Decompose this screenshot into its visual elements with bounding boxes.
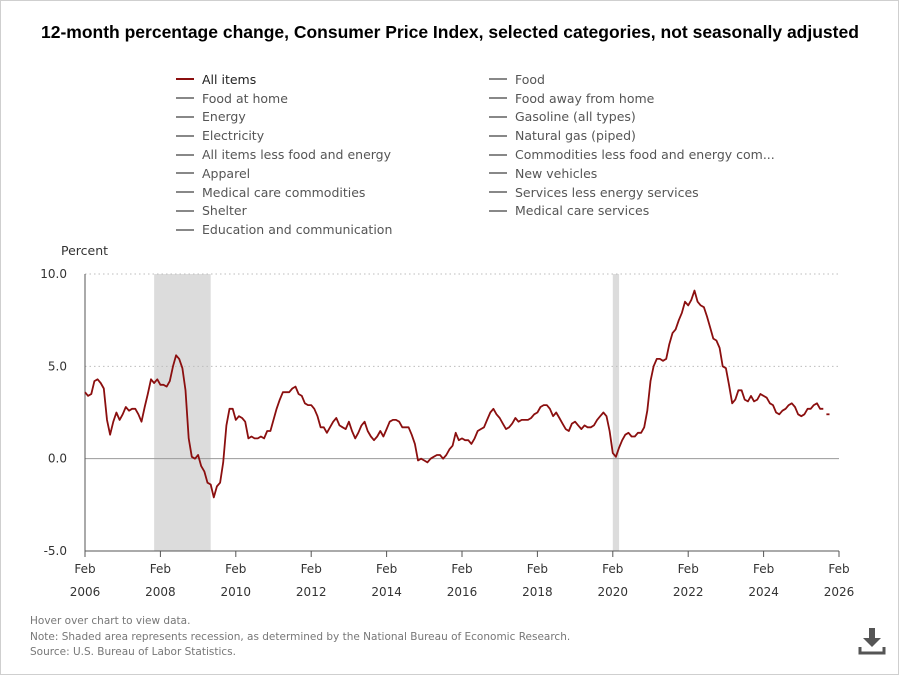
- x-tick-year: 2016: [447, 585, 478, 599]
- legend-item[interactable]: Electricity: [176, 126, 489, 145]
- hover-note: Hover over chart to view data.: [30, 615, 191, 627]
- y-tick-label: 10.0: [40, 267, 67, 281]
- recession-band: [154, 274, 211, 551]
- legend-swatch: [176, 78, 194, 81]
- x-tick-year: 2022: [673, 585, 704, 599]
- x-tick-month: Feb: [150, 562, 171, 576]
- legend-label: Commodities less food and energy com...: [515, 147, 775, 163]
- x-tick-year: 2020: [598, 585, 629, 599]
- legend-label: Food: [515, 71, 545, 87]
- legend-item[interactable]: All items less food and energy: [176, 145, 489, 164]
- legend-label: Gasoline (all types): [515, 109, 636, 125]
- x-tick-month: Feb: [301, 562, 322, 576]
- legend-item[interactable]: Shelter: [176, 202, 489, 221]
- legend: All items Food Food at home Food away from …: [176, 70, 816, 239]
- legend-swatch: [176, 172, 194, 175]
- legend-label: Services less energy services: [515, 184, 699, 200]
- legend-item[interactable]: All items: [176, 70, 489, 89]
- x-tick-month: Feb: [753, 562, 774, 576]
- legend-item[interactable]: Food away from home: [489, 89, 816, 108]
- series-line-all-items: [84, 289, 824, 499]
- legend-swatch: [489, 191, 507, 194]
- x-tick-year: 2014: [371, 585, 402, 599]
- legend-label: Electricity: [202, 128, 265, 144]
- recession-band: [612, 274, 620, 551]
- recession-note: Note: Shaded area represents recession, …: [30, 630, 571, 643]
- x-tick-year: 2010: [221, 585, 252, 599]
- y-tick-label: 0.0: [48, 452, 67, 466]
- x-tick-year: 2012: [296, 585, 327, 599]
- legend-label: Food at home: [202, 90, 288, 106]
- legend-label: Apparel: [202, 165, 251, 181]
- x-tick-month: Feb: [527, 562, 548, 576]
- legend-label: Education and communication: [202, 222, 393, 238]
- legend-item[interactable]: Education and communication: [176, 220, 489, 239]
- legend-item[interactable]: Food at home: [176, 89, 489, 108]
- legend-label: New vehicles: [515, 165, 598, 181]
- legend-swatch: [176, 191, 194, 194]
- legend-label: All items: [202, 71, 257, 87]
- legend-swatch: [489, 78, 507, 81]
- legend-swatch: [489, 153, 507, 156]
- legend-label: Natural gas (piped): [515, 128, 636, 144]
- legend-label: Medical care services: [515, 203, 650, 219]
- chart-notes: Hover over chart to view data. Note: Sha…: [30, 614, 570, 661]
- x-tick-month: Feb: [225, 562, 246, 576]
- legend-item[interactable]: Services less energy services: [489, 183, 816, 202]
- legend-swatch: [176, 209, 194, 212]
- legend-label: Energy: [202, 109, 246, 125]
- legend-swatch: [489, 209, 507, 212]
- legend-label: Medical care commodities: [202, 184, 366, 200]
- legend-swatch: [176, 115, 194, 118]
- chart-title: 12-month percentage change, Consumer Pri…: [41, 22, 859, 42]
- legend-label: Shelter: [202, 203, 247, 219]
- x-tick-year: 2018: [522, 585, 553, 599]
- legend-swatch: [176, 153, 194, 156]
- x-tick-month: Feb: [74, 562, 95, 576]
- legend-item[interactable]: Commodities less food and energy com...: [489, 145, 816, 164]
- legend-swatch: [176, 134, 194, 137]
- legend-swatch: [489, 134, 507, 137]
- legend-item[interactable]: Food: [489, 70, 816, 89]
- x-tick-year: 2006: [70, 585, 101, 599]
- download-icon: [858, 628, 886, 655]
- x-tick-month: Feb: [828, 562, 849, 576]
- x-tick-year: 2024: [748, 585, 779, 599]
- legend-item[interactable]: Gasoline (all types): [489, 108, 816, 127]
- x-tick-month: Feb: [376, 562, 397, 576]
- x-tick-year: 2008: [145, 585, 176, 599]
- x-tick-year: 2026: [824, 585, 855, 599]
- legend-swatch: [489, 97, 507, 100]
- legend-label: All items less food and energy: [202, 147, 392, 163]
- y-tick-label: 5.0: [48, 359, 67, 373]
- y-axis-label: Percent: [61, 243, 109, 258]
- legend-item[interactable]: Energy: [176, 108, 489, 127]
- y-tick-label: -5.0: [44, 544, 67, 558]
- x-tick-month: Feb: [451, 562, 472, 576]
- source-note: Source: U.S. Bureau of Labor Statistics.: [30, 646, 236, 658]
- x-tick-month: Feb: [678, 562, 699, 576]
- legend-swatch: [489, 115, 507, 118]
- legend-swatch: [176, 97, 194, 100]
- legend-item[interactable]: New vehicles: [489, 164, 816, 183]
- download-button[interactable]: [857, 626, 887, 656]
- legend-swatch: [176, 228, 194, 231]
- x-tick-month: Feb: [602, 562, 623, 576]
- legend-item[interactable]: Medical care commodities: [176, 183, 489, 202]
- legend-item[interactable]: Apparel: [176, 164, 489, 183]
- legend-item[interactable]: Medical care services: [489, 202, 816, 221]
- legend-swatch: [489, 172, 507, 175]
- legend-item[interactable]: Natural gas (piped): [489, 126, 816, 145]
- legend-label: Food away from home: [515, 90, 655, 106]
